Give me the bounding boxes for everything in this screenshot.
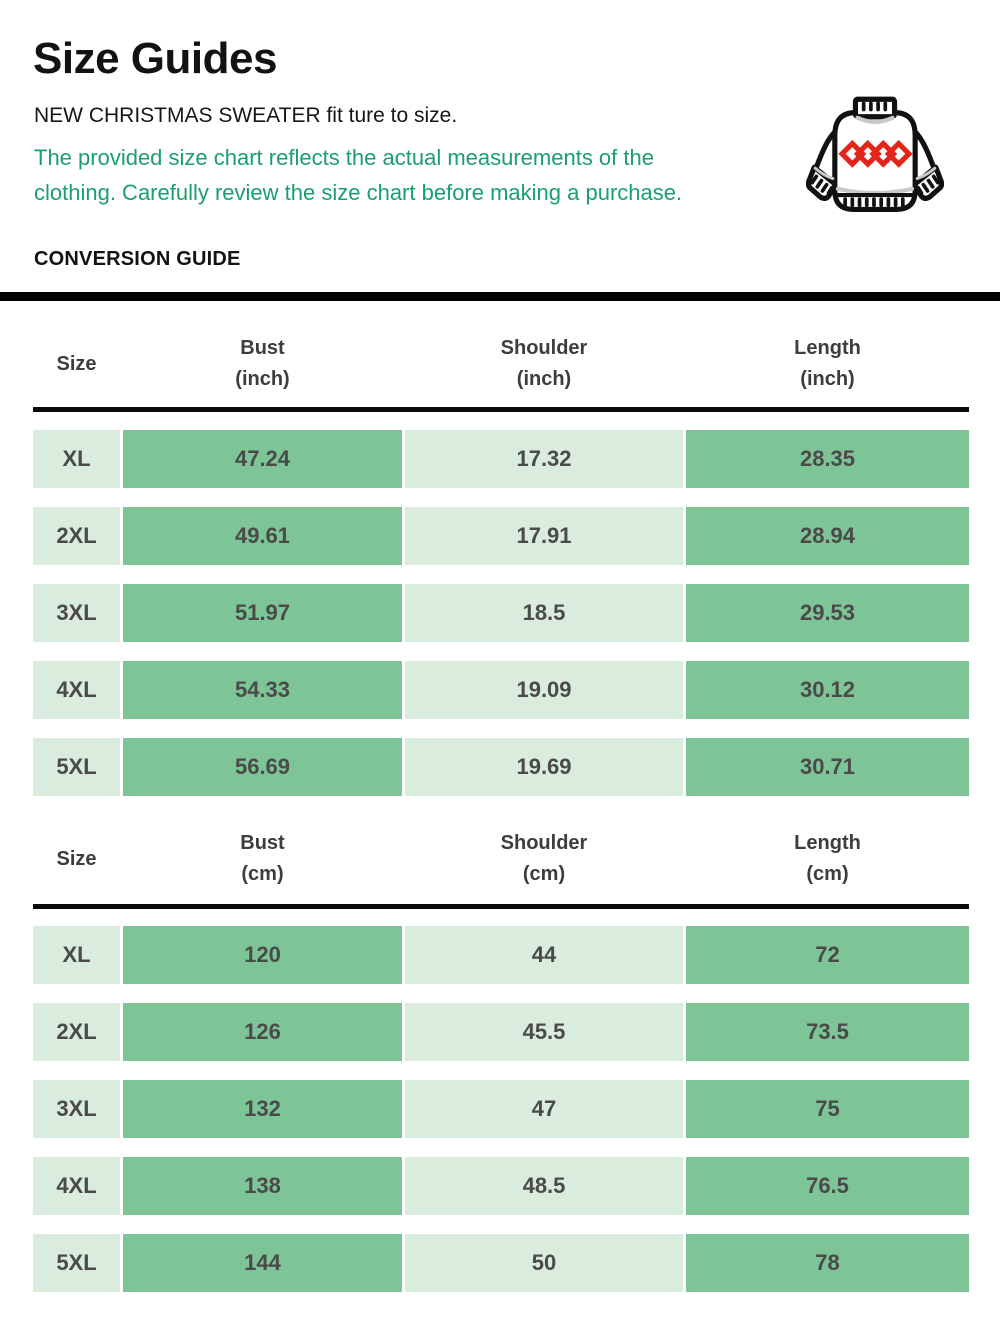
- header-unit: (cm): [522, 863, 566, 885]
- table-row: 4XL 54.33 19.09 30.12: [33, 661, 969, 719]
- column-header-length: Length (inch): [686, 325, 969, 403]
- table-row: 3XL 132 47 75: [33, 1080, 969, 1138]
- column-header-length: Length (cm): [686, 820, 969, 898]
- header-label: Size: [56, 847, 97, 870]
- header-unit: (inch): [516, 368, 572, 390]
- size-cell: 4XL: [33, 661, 120, 719]
- size-cell: 3XL: [33, 1080, 120, 1138]
- bust-cell: 49.61: [123, 507, 402, 565]
- shoulder-cell: 47: [405, 1080, 683, 1138]
- size-cell: 4XL: [33, 1157, 120, 1215]
- bust-cell: 51.97: [123, 584, 402, 642]
- header-label: Length: [794, 337, 861, 359]
- bust-cell: 120: [123, 926, 402, 984]
- measurement-note: The provided size chart reflects the act…: [34, 145, 683, 205]
- table-row: 4XL 138 48.5 76.5: [33, 1157, 969, 1215]
- length-cell: 73.5: [686, 1003, 969, 1061]
- header-label: Length: [794, 832, 861, 854]
- header-rule: [33, 904, 969, 909]
- header-unit: (cm): [241, 863, 284, 885]
- length-cell: 78: [686, 1234, 969, 1292]
- shoulder-cell: 44: [405, 926, 683, 984]
- conversion-guide-heading: CONVERSION GUIDE: [34, 248, 241, 270]
- page-title: Size Guides: [33, 34, 277, 83]
- size-cell: 5XL: [33, 738, 120, 796]
- length-cell: 29.53: [686, 584, 969, 642]
- bust-cell: 132: [123, 1080, 402, 1138]
- length-cell: 75: [686, 1080, 969, 1138]
- table-row: XL 120 44 72: [33, 926, 969, 984]
- bust-cell: 144: [123, 1234, 402, 1292]
- size-cell: 5XL: [33, 1234, 120, 1292]
- header-unit: (inch): [800, 368, 855, 390]
- table-row: 5XL 56.69 19.69 30.71: [33, 738, 969, 796]
- table-row: 2XL 49.61 17.91 28.94: [33, 507, 969, 565]
- size-cell: XL: [33, 926, 120, 984]
- section-divider: [0, 292, 1000, 301]
- length-cell: 30.12: [686, 661, 969, 719]
- table-row: 5XL 144 50 78: [33, 1234, 969, 1292]
- fit-note: NEW CHRISTMAS SWEATER fit ture to size.: [34, 104, 458, 127]
- header-unit: (inch): [235, 368, 290, 390]
- length-cell: 76.5: [686, 1157, 969, 1215]
- shoulder-cell: 45.5: [405, 1003, 683, 1061]
- header-rule: [33, 407, 969, 412]
- christmas-sweater-icon: [805, 94, 945, 226]
- column-header-bust: Bust (inch): [123, 325, 402, 403]
- column-header-shoulder: Shoulder (inch): [405, 325, 683, 403]
- table-header-row: Size Bust (cm) Shoulder (cm) Length (cm): [33, 820, 969, 898]
- bust-cell: 138: [123, 1157, 402, 1215]
- table-row: XL 47.24 17.32 28.35: [33, 430, 969, 488]
- column-header-size: Size: [33, 820, 120, 898]
- length-cell: 28.94: [686, 507, 969, 565]
- length-cell: 30.71: [686, 738, 969, 796]
- table-row: 3XL 51.97 18.5 29.53: [33, 584, 969, 642]
- size-cell: XL: [33, 430, 120, 488]
- column-header-size: Size: [33, 325, 120, 403]
- header-label: Size: [56, 352, 97, 375]
- shoulder-cell: 17.91: [405, 507, 683, 565]
- header-label: Shoulder: [500, 832, 588, 854]
- shoulder-cell: 50: [405, 1234, 683, 1292]
- size-cell: 2XL: [33, 1003, 120, 1061]
- table-header-row: Size Bust (inch) Shoulder (inch) Length …: [33, 325, 969, 403]
- bust-cell: 54.33: [123, 661, 402, 719]
- header-unit: (cm): [806, 863, 849, 885]
- bust-cell: 126: [123, 1003, 402, 1061]
- column-header-bust: Bust (cm): [123, 820, 402, 898]
- length-cell: 28.35: [686, 430, 969, 488]
- length-cell: 72: [686, 926, 969, 984]
- bust-cell: 47.24: [123, 430, 402, 488]
- size-cell: 3XL: [33, 584, 120, 642]
- column-header-shoulder: Shoulder (cm): [405, 820, 683, 898]
- header-label: Bust: [240, 337, 285, 359]
- shoulder-cell: 19.69: [405, 738, 683, 796]
- shoulder-cell: 48.5: [405, 1157, 683, 1215]
- header-label: Bust: [240, 832, 285, 854]
- shoulder-cell: 19.09: [405, 661, 683, 719]
- bust-cell: 56.69: [123, 738, 402, 796]
- table-row: 2XL 126 45.5 73.5: [33, 1003, 969, 1061]
- header-label: Shoulder: [500, 337, 588, 359]
- shoulder-cell: 17.32: [405, 430, 683, 488]
- size-cell: 2XL: [33, 507, 120, 565]
- shoulder-cell: 18.5: [405, 584, 683, 642]
